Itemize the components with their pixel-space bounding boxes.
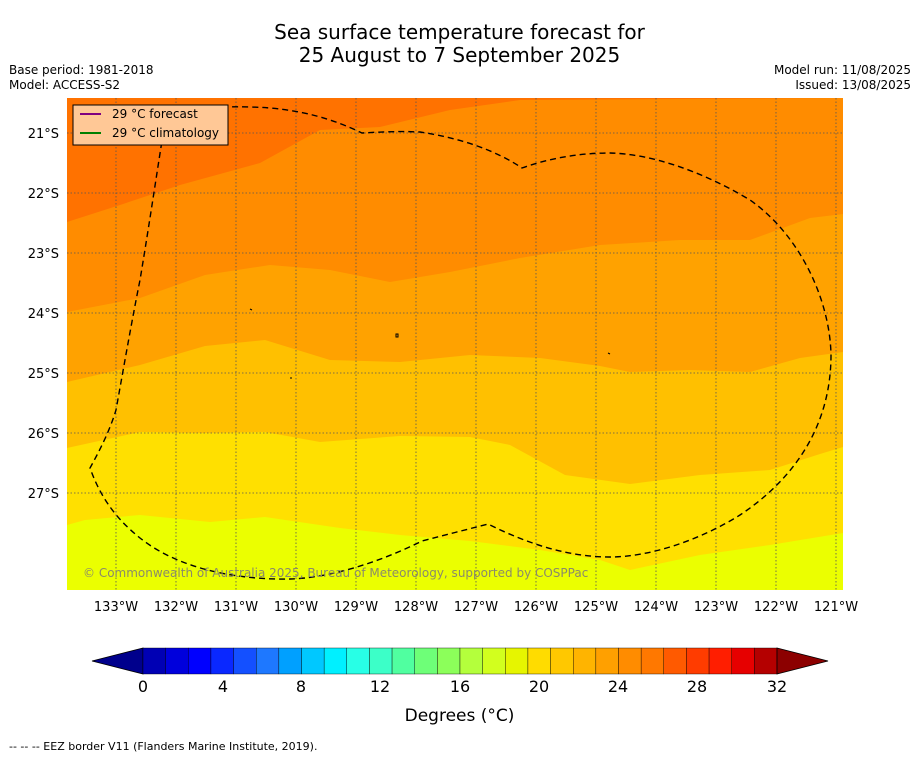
colorbar-cell xyxy=(414,647,438,675)
lon-label: 129°W xyxy=(334,600,378,615)
band-24 xyxy=(67,515,843,590)
base-period: Base period: 1981-2018 xyxy=(9,63,154,77)
colorbar-tick: 0 xyxy=(138,677,148,696)
colorbar-cell xyxy=(708,647,732,675)
colorbar-cell xyxy=(278,647,302,675)
colorbar-cell xyxy=(369,647,393,675)
colorbar-cell xyxy=(731,647,755,675)
island-marker xyxy=(395,333,399,338)
lat-label: 24°S xyxy=(28,307,59,322)
colorbar-tick: 12 xyxy=(370,677,390,696)
island-marker xyxy=(249,308,253,311)
lon-axis: 133°W 132°W 131°W 130°W 129°W 128°W 127°… xyxy=(94,600,858,615)
colorbar-cell xyxy=(595,647,619,675)
lat-label: 23°S xyxy=(28,247,59,262)
colorbar-cell xyxy=(165,647,189,675)
eez-border xyxy=(89,106,832,580)
lat-axis: 21°S 22°S 23°S 24°S 25°S 26°S 27°S xyxy=(28,127,59,502)
colorbar-tick: 32 xyxy=(767,677,787,696)
colorbar-cell xyxy=(482,647,506,675)
lon-label: 128°W xyxy=(394,600,438,615)
island-markers xyxy=(249,308,611,379)
colorbar-cell xyxy=(505,647,529,675)
colorbar-cell xyxy=(459,647,483,675)
colorbar-cell xyxy=(686,647,710,675)
colorbar-tick: 20 xyxy=(529,677,549,696)
lon-label: 121°W xyxy=(814,600,858,615)
colorbar-cells xyxy=(91,647,829,675)
colorbar-cell xyxy=(640,647,664,675)
copyright-notice: © Commonwealth of Australia 2025, Bureau… xyxy=(83,566,588,580)
lat-label: 26°S xyxy=(28,427,59,442)
temperature-bands xyxy=(67,98,843,590)
forecast-legend-label: 29 °C forecast xyxy=(112,107,198,121)
lat-label: 22°S xyxy=(28,187,59,202)
colorbar-cell xyxy=(233,647,257,675)
colorbar-tick: 8 xyxy=(296,677,306,696)
title-line-2: 25 August to 7 September 2025 xyxy=(298,43,621,67)
lat-label: 21°S xyxy=(28,127,59,142)
colorbar-cell xyxy=(754,647,778,675)
lon-label: 122°W xyxy=(754,600,798,615)
lon-label: 124°W xyxy=(634,600,678,615)
colorbar-tick: 28 xyxy=(687,677,707,696)
eez-footnote: -- -- -- EEZ border V11 (Flanders Marine… xyxy=(9,740,318,753)
colorbar: 0 4 8 12 16 20 24 28 32 xyxy=(91,647,829,696)
model-run: Model run: 11/08/2025 xyxy=(773,63,911,77)
colorbar-cell xyxy=(663,647,687,675)
colorbar-cell xyxy=(437,647,461,675)
colorbar-cell xyxy=(210,647,234,675)
colorbar-cell xyxy=(346,647,370,675)
lon-label: 127°W xyxy=(454,600,498,615)
model-name: Model: ACCESS-S2 xyxy=(9,78,121,92)
colorbar-cell xyxy=(301,647,325,675)
colorbar-cell xyxy=(188,647,212,675)
colorbar-cell xyxy=(323,647,347,675)
lat-label: 27°S xyxy=(28,487,59,502)
lon-label: 125°W xyxy=(574,600,618,615)
climatology-legend-label: 29 °C climatology xyxy=(112,126,219,140)
gridlines xyxy=(67,98,843,590)
colorbar-ticks: 0 4 8 12 16 20 24 28 32 xyxy=(138,677,787,696)
lon-label: 126°W xyxy=(514,600,558,615)
colorbar-cell xyxy=(527,647,551,675)
lat-label: 25°S xyxy=(28,367,59,382)
lon-label: 130°W xyxy=(274,600,318,615)
colorbar-arrow-low xyxy=(91,647,144,675)
colorbar-arrow-high xyxy=(776,647,829,675)
colorbar-cell xyxy=(618,647,642,675)
lon-label: 123°W xyxy=(694,600,738,615)
colorbar-tick: 24 xyxy=(608,677,628,696)
colorbar-cell xyxy=(142,647,166,675)
island-marker xyxy=(607,352,611,355)
lon-label: 133°W xyxy=(94,600,138,615)
colorbar-cell xyxy=(391,647,415,675)
lon-label: 132°W xyxy=(154,600,198,615)
sst-map: 29 °C forecast 29 °C climatology © Commo… xyxy=(28,98,858,615)
colorbar-cell xyxy=(550,647,574,675)
colorbar-tick: 4 xyxy=(218,677,228,696)
title-line-1: Sea surface temperature forecast for xyxy=(274,20,645,44)
colorbar-cell xyxy=(573,647,597,675)
colorbar-cell xyxy=(256,647,280,675)
issued-date: Issued: 13/08/2025 xyxy=(795,78,911,92)
colorbar-label: Degrees (°C) xyxy=(404,706,515,726)
lon-label: 131°W xyxy=(214,600,258,615)
colorbar-tick: 16 xyxy=(450,677,470,696)
map-legend: 29 °C forecast 29 °C climatology xyxy=(72,104,229,146)
